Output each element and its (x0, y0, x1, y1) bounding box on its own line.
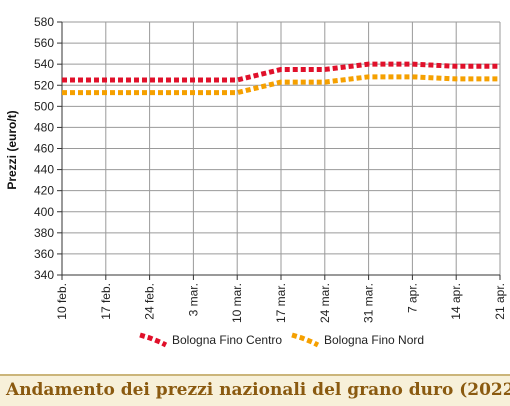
y-tick-label: 500 (34, 99, 54, 113)
x-tick-label: 31 mar. (362, 283, 376, 323)
x-tick-label: 10 feb. (55, 283, 69, 320)
y-tick-label: 400 (34, 205, 54, 219)
y-tick-label: 480 (34, 120, 54, 134)
x-tick-label: 24 mar. (318, 283, 332, 323)
chart-legend: Bologna Fino Centro Bologna Fino Nord (139, 332, 424, 348)
chart-title: Andamento dei prezzi nazionali del grano… (6, 380, 510, 400)
chart-series (62, 61, 500, 96)
legend-swatch-2 (291, 332, 320, 348)
legend-label-2: Bologna Fino Nord (324, 333, 424, 347)
y-tick-label: 520 (34, 78, 54, 92)
x-tick-label: 17 mar. (274, 283, 288, 323)
x-tick-label: 14 apr. (449, 283, 463, 320)
x-tick-label: 21 apr. (493, 283, 507, 320)
line-chart: 340 360 380 400 420 440 460 480 500 520 540 560 580 1… (5, 15, 507, 348)
y-tick-label: 360 (34, 247, 54, 261)
y-tick-label: 580 (34, 15, 54, 29)
series-line-2 (62, 74, 500, 96)
y-tick-label: 340 (34, 268, 54, 282)
x-tick-label: 10 mar. (230, 283, 244, 323)
chart-grid (61, 21, 501, 276)
x-tick-label: 17 feb. (99, 283, 113, 320)
chart-axes: 340 360 380 400 420 440 460 480 500 520 540 560 580 1… (34, 15, 507, 323)
series-line-1 (62, 61, 500, 83)
x-tick-label: 7 apr. (405, 283, 419, 313)
y-tick-label: 420 (34, 184, 54, 198)
title-banner: Andamento dei prezzi nazionali del grano… (0, 374, 510, 406)
y-axis-label: Prezzi (euro/t) (5, 110, 19, 189)
x-tick-label: 3 mar. (186, 283, 200, 316)
y-tick-label: 440 (34, 163, 54, 177)
x-tick-label: 24 feb. (143, 283, 157, 320)
y-tick-label: 540 (34, 57, 54, 71)
y-tick-label: 460 (34, 142, 54, 156)
y-tick-label: 380 (34, 226, 54, 240)
y-tick-label: 560 (34, 36, 54, 50)
legend-swatch-1 (139, 332, 168, 348)
legend-label-1: Bologna Fino Centro (172, 333, 282, 347)
